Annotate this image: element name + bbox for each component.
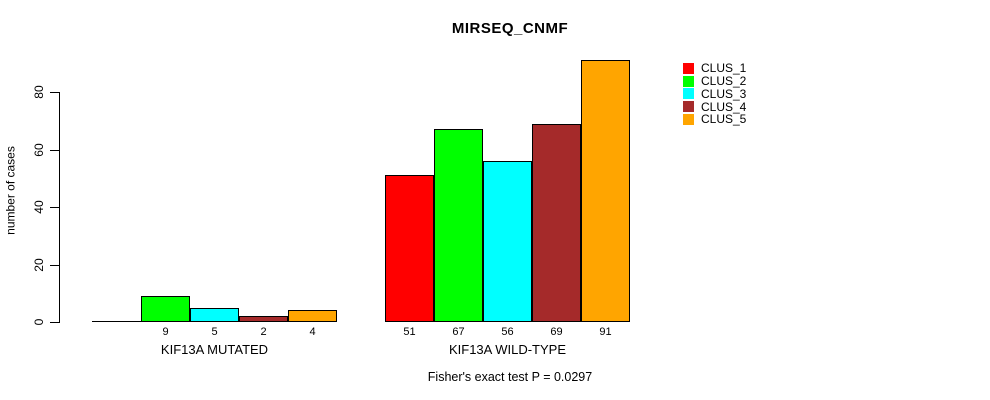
legend-item-clus_5: CLUS_5 xyxy=(683,113,746,126)
legend: CLUS_1 CLUS_2 CLUS_3 CLUS_4 CLUS_5 xyxy=(683,62,746,126)
legend-swatch-clus_3 xyxy=(683,88,694,100)
y-tick-mark xyxy=(50,322,59,323)
legend-label: CLUS_5 xyxy=(701,112,747,127)
bar-value-label: 91 xyxy=(599,326,612,338)
bar-clus_5 xyxy=(288,310,337,322)
bar-value-label: 4 xyxy=(309,326,316,338)
bar-value-label: 51 xyxy=(403,326,416,338)
y-axis-line xyxy=(59,92,60,323)
bar-value-label: 56 xyxy=(501,326,514,338)
bar-clus_4 xyxy=(532,124,581,322)
legend-item-clus_2: CLUS_2 xyxy=(683,75,746,88)
y-tick-label: 40 xyxy=(32,200,46,214)
legend-swatch-clus_5 xyxy=(683,113,694,125)
y-tick-label: 20 xyxy=(32,258,46,272)
legend-label: CLUS_1 xyxy=(701,61,747,76)
y-axis-title: number of cases xyxy=(3,146,17,235)
bar-value-label: 9 xyxy=(162,326,169,338)
bar-value-label: 67 xyxy=(452,326,465,338)
legend-item-clus_3: CLUS_3 xyxy=(683,88,746,101)
y-tick-label: 60 xyxy=(32,143,46,157)
bar-clus_1-zero xyxy=(92,321,141,322)
bar-clus_5 xyxy=(581,60,630,322)
bar-value-label: 69 xyxy=(550,326,563,338)
legend-label: CLUS_4 xyxy=(701,99,747,114)
bar-clus_1 xyxy=(385,175,434,322)
y-tick-label: 80 xyxy=(32,85,46,99)
y-tick-mark xyxy=(50,92,59,93)
bar-clus_2 xyxy=(434,129,483,322)
bar-value-label: 2 xyxy=(260,326,267,338)
y-tick-label: 0 xyxy=(32,318,46,326)
chart-title: MIRSEQ_CNMF xyxy=(451,20,569,37)
bar-clus_4 xyxy=(239,316,288,322)
legend-swatch-clus_4 xyxy=(683,101,694,113)
category-label: KIF13A WILD-TYPE xyxy=(448,342,567,357)
legend-label: CLUS_3 xyxy=(701,86,747,101)
legend-item-clus_4: CLUS_4 xyxy=(683,100,746,113)
bar-clus_2 xyxy=(141,296,190,322)
y-tick-mark xyxy=(50,150,59,151)
legend-swatch-clus_2 xyxy=(683,75,694,87)
fisher-test-caption: Fisher's exact test P = 0.0297 xyxy=(427,370,593,384)
y-tick-mark xyxy=(50,207,59,208)
bar-value-label: 5 xyxy=(211,326,218,338)
category-label: KIF13A MUTATED xyxy=(160,342,269,357)
bar-clus_3 xyxy=(483,161,532,322)
bar-clus_3 xyxy=(190,308,239,322)
legend-item-clus_1: CLUS_1 xyxy=(683,62,746,75)
legend-swatch-clus_1 xyxy=(683,62,694,74)
y-tick-mark xyxy=(50,265,59,266)
legend-label: CLUS_2 xyxy=(701,74,747,89)
